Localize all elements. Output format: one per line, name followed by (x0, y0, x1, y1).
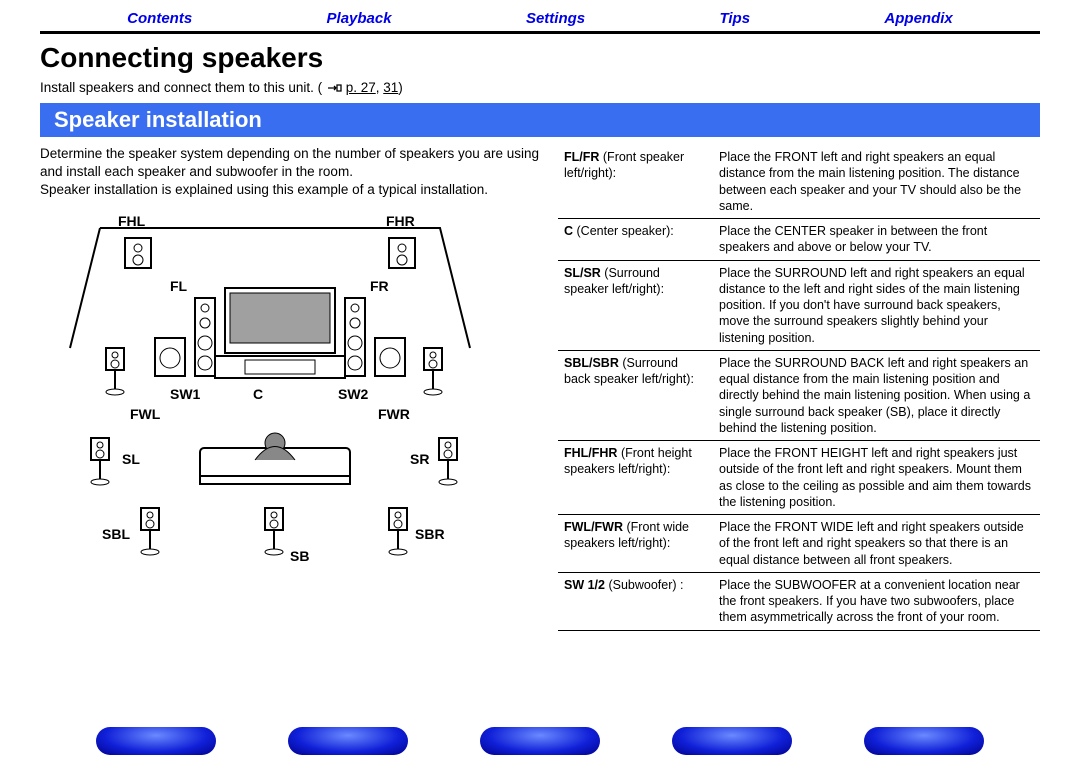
page-title: Connecting speakers (40, 42, 1040, 74)
lead-text: Install speakers and connect them to thi… (40, 80, 1040, 95)
label-fl: FL (170, 278, 187, 294)
nav-playback[interactable]: Playback (327, 10, 392, 27)
table-row: FHL/FHR (Front height speakers left/righ… (558, 441, 1040, 515)
section-header: Speaker installation (40, 103, 1040, 137)
table-row: SL/SR (Surround speaker left/right):Plac… (558, 260, 1040, 350)
speaker-desc: Place the FRONT HEIGHT left and right sp… (713, 441, 1040, 515)
pager-button-2[interactable] (288, 727, 408, 755)
pager-button-4[interactable] (672, 727, 792, 755)
table-row: FWL/FWR (Front wide speakers left/right)… (558, 515, 1040, 573)
top-nav: Contents Playback Settings Tips Appendix (0, 0, 1080, 31)
speaker-abbr: FWL/FWR (564, 520, 623, 534)
speaker-desc: Place the FRONT left and right speakers … (713, 145, 1040, 219)
page-ref-31[interactable]: 31 (383, 80, 398, 95)
bottom-pager (0, 727, 1080, 755)
speaker-desc: Place the SURROUND left and right speake… (713, 260, 1040, 350)
divider (40, 31, 1040, 34)
nav-tips[interactable]: Tips (719, 10, 750, 27)
label-c: C (253, 386, 263, 402)
speaker-desc: Place the FRONT WIDE left and right spea… (713, 515, 1040, 573)
speaker-desc: Place the SUBWOOFER at a convenient loca… (713, 572, 1040, 630)
speaker-abbr: SL/SR (564, 266, 601, 280)
nav-settings[interactable]: Settings (526, 10, 585, 27)
speaker-name: (Subwoofer) : (605, 578, 684, 592)
label-fr: FR (370, 278, 389, 294)
nav-appendix[interactable]: Appendix (884, 10, 952, 27)
nav-contents[interactable]: Contents (127, 10, 192, 27)
label-sbr: SBR (415, 526, 445, 542)
table-row: SBL/SBR (Surround back speaker left/righ… (558, 350, 1040, 440)
page-ref-27[interactable]: p. 27 (346, 80, 376, 95)
speaker-abbr: SW 1/2 (564, 578, 605, 592)
speaker-abbr: FL/FR (564, 150, 599, 164)
speaker-abbr: FHL/FHR (564, 446, 617, 460)
speaker-name: (Center speaker): (573, 224, 674, 238)
speaker-desc: Place the CENTER speaker in between the … (713, 219, 1040, 261)
table-row: C (Center speaker): Place the CENTER spea… (558, 219, 1040, 261)
label-sw1: SW1 (170, 386, 200, 402)
table-row: FL/FR (Front speaker left/right):Place t… (558, 145, 1040, 219)
speaker-table: FL/FR (Front speaker left/right):Place t… (558, 145, 1040, 631)
intro-paragraph: Determine the speaker system depending o… (40, 145, 550, 200)
label-sbl: SBL (102, 526, 130, 542)
speaker-abbr: C (564, 224, 573, 238)
label-sw2: SW2 (338, 386, 368, 402)
label-fhr: FHR (386, 213, 415, 229)
speaker-layout-diagram: FHL FHR FL FR SW1 C SW2 FWL FWR SL SR SB… (40, 208, 500, 578)
label-fwl: FWL (130, 406, 160, 422)
speaker-desc: Place the SURROUND BACK left and right s… (713, 350, 1040, 440)
table-row: SW 1/2 (Subwoofer) : Place the SUBWOOFER … (558, 572, 1040, 630)
pager-button-5[interactable] (864, 727, 984, 755)
label-sr: SR (410, 451, 429, 467)
pager-button-3[interactable] (480, 727, 600, 755)
label-fhl: FHL (118, 213, 145, 229)
pointer-icon (326, 82, 342, 94)
label-sl: SL (122, 451, 140, 467)
label-sb: SB (290, 548, 309, 564)
speaker-abbr: SBL/SBR (564, 356, 619, 370)
label-fwr: FWR (378, 406, 410, 422)
pager-button-1[interactable] (96, 727, 216, 755)
